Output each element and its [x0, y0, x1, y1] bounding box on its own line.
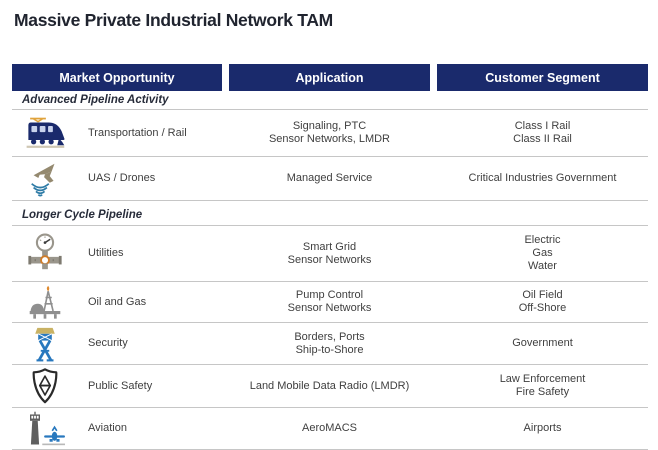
- market-label: Utilities: [88, 247, 124, 259]
- drone-icon: [12, 160, 78, 198]
- customer-cell: Law Enforcement Fire Safety: [430, 373, 648, 399]
- customer-cell: Class I Rail Class II Rail: [430, 120, 648, 146]
- customer-cell: Government: [430, 337, 648, 350]
- customer-cell: Electric Gas Water: [430, 234, 648, 273]
- application-line: Sensor Networks: [287, 302, 372, 314]
- market-label: Transportation / Rail: [88, 126, 187, 139]
- customer-line: Gas: [532, 247, 553, 259]
- customer-cell: Airports: [430, 422, 648, 435]
- shield-star-icon: [12, 367, 78, 405]
- watchtower-icon: [12, 326, 78, 362]
- customer-line: Critical Industries Government: [468, 172, 617, 184]
- header-application: Application: [229, 64, 430, 91]
- customer-line: Off-Shore: [518, 302, 567, 314]
- market-label: Security: [88, 337, 128, 349]
- section-header-advanced-pipeline: Advanced Pipeline Activity: [12, 91, 648, 110]
- application-cell: Smart Grid Sensor Networks: [229, 241, 430, 267]
- application-line: Sensor Networks, LMDR: [268, 133, 391, 145]
- customer-line: Law Enforcement: [499, 373, 586, 385]
- control-tower-icon: [12, 410, 78, 448]
- table-row-utilities: Utilities Smart Grid Sensor Networks Ele…: [12, 226, 648, 282]
- table-row-oil-and-gas: Oil and Gas Pump Control Sensor Networks…: [12, 282, 648, 323]
- application-line: Smart Grid: [302, 240, 357, 253]
- application-cell: AeroMACS: [229, 422, 430, 435]
- customer-line: Water: [528, 260, 557, 272]
- customer-line: Airports: [523, 422, 562, 434]
- market-label: Aviation: [88, 422, 127, 434]
- train-icon: [12, 115, 78, 151]
- application-line: Ship-to-Shore: [295, 343, 364, 356]
- application-line: Pump Control: [295, 289, 364, 301]
- application-line: Managed Service: [286, 172, 373, 184]
- table-row-security: Security Borders, Ports Ship-to-Shore Go…: [12, 323, 648, 365]
- table-row-transportation-rail: Transportation / Rail Signaling, PTC Sen…: [12, 110, 648, 157]
- customer-cell: Oil Field Off-Shore: [430, 289, 648, 315]
- page-title: Massive Private Industrial Network TAM: [14, 10, 333, 30]
- header-market-opportunity: Market Opportunity: [12, 64, 222, 91]
- application-line: Signaling, PTC: [292, 120, 367, 132]
- customer-line: Fire Safety: [515, 386, 570, 398]
- section-label: Longer Cycle Pipeline: [22, 209, 143, 221]
- application-cell: Borders, Ports Ship-to-Shore: [229, 331, 430, 357]
- section-label: Advanced Pipeline Activity: [22, 94, 169, 106]
- table-row-public-safety: Public Safety Land Mobile Data Radio (LM…: [12, 365, 648, 408]
- application-line: Borders, Ports: [294, 330, 365, 343]
- customer-line: Class I Rail: [514, 120, 571, 132]
- section-header-longer-cycle: Longer Cycle Pipeline: [12, 201, 648, 226]
- application-cell: Managed Service: [229, 172, 430, 185]
- application-cell: Signaling, PTC Sensor Networks, LMDR: [229, 120, 430, 146]
- header-customer-segment: Customer Segment: [437, 64, 648, 91]
- application-cell: Pump Control Sensor Networks: [229, 289, 430, 315]
- customer-cell: Critical Industries Government: [430, 172, 648, 185]
- customer-line: Class II Rail: [513, 133, 572, 145]
- customer-line: Government: [512, 337, 573, 349]
- tam-table: Market Opportunity Application Customer …: [12, 64, 648, 450]
- application-line: AeroMACS: [301, 422, 358, 434]
- table-row-uas-drones: UAS / Drones Managed Service Critical In…: [12, 157, 648, 201]
- oil-rig-icon: [12, 284, 78, 320]
- market-label: Oil and Gas: [88, 295, 147, 308]
- table-header-row: Market Opportunity Application Customer …: [12, 64, 648, 91]
- market-label: UAS / Drones: [88, 172, 156, 184]
- application-line: Sensor Networks: [287, 253, 372, 266]
- customer-line: Oil Field: [522, 289, 563, 301]
- market-label: Public Safety: [88, 379, 153, 392]
- table-row-aviation: Aviation AeroMACS Airports: [12, 408, 648, 450]
- customer-line: Electric: [524, 234, 561, 246]
- application-line: Land Mobile Data Radio (LMDR): [249, 379, 410, 392]
- application-cell: Land Mobile Data Radio (LMDR): [229, 380, 430, 393]
- gauge-icon: [12, 232, 78, 275]
